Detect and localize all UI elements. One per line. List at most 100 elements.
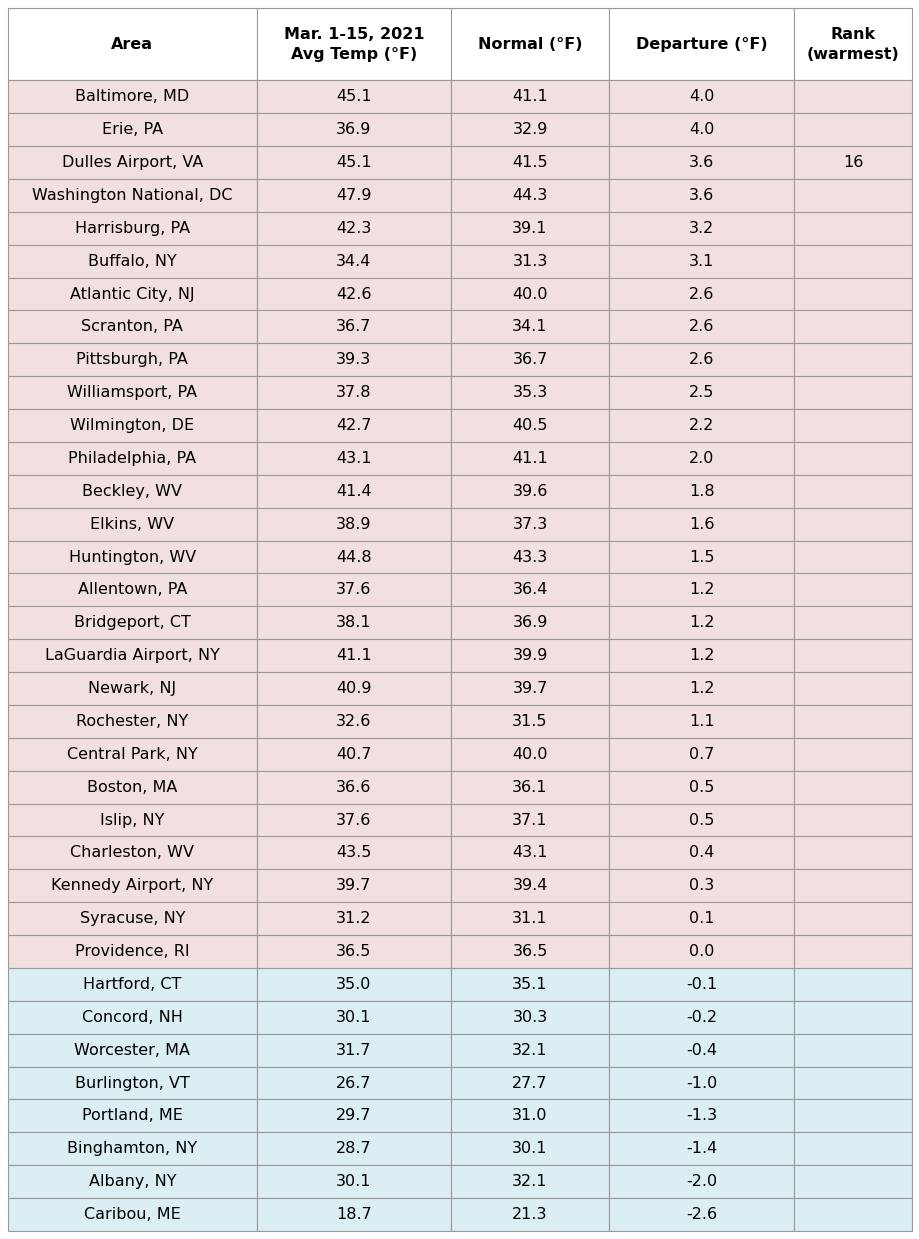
Text: 31.0: 31.0 xyxy=(512,1109,547,1124)
Text: 39.7: 39.7 xyxy=(335,878,371,893)
Text: 34.1: 34.1 xyxy=(512,320,547,335)
Text: 41.1: 41.1 xyxy=(512,89,548,104)
Bar xyxy=(8,1033,256,1067)
Bar xyxy=(8,311,256,343)
Text: 0.3: 0.3 xyxy=(688,878,714,893)
Text: 1.2: 1.2 xyxy=(688,681,714,696)
Bar xyxy=(794,81,911,113)
Bar xyxy=(450,508,608,540)
Bar xyxy=(794,968,911,1001)
Bar xyxy=(450,705,608,738)
Bar xyxy=(8,1099,256,1132)
Text: 30.3: 30.3 xyxy=(512,1010,547,1025)
Text: 32.6: 32.6 xyxy=(335,714,371,729)
Bar xyxy=(256,639,450,672)
Text: 36.7: 36.7 xyxy=(335,320,371,335)
Bar xyxy=(8,738,256,771)
Text: 40.7: 40.7 xyxy=(335,747,371,762)
Text: 29.7: 29.7 xyxy=(335,1109,371,1124)
Text: Bridgeport, CT: Bridgeport, CT xyxy=(74,616,190,631)
Bar xyxy=(450,442,608,475)
Text: Syracuse, NY: Syracuse, NY xyxy=(79,911,185,927)
Bar xyxy=(608,639,794,672)
Bar xyxy=(8,1165,256,1198)
Text: -1.0: -1.0 xyxy=(686,1075,717,1090)
Text: 36.1: 36.1 xyxy=(512,779,547,794)
Bar xyxy=(794,1165,911,1198)
Bar xyxy=(450,836,608,870)
Text: 39.6: 39.6 xyxy=(512,483,547,499)
Bar xyxy=(256,935,450,968)
Bar xyxy=(256,1198,450,1232)
Bar xyxy=(608,672,794,705)
Bar xyxy=(608,836,794,870)
Bar xyxy=(8,343,256,377)
Text: 42.3: 42.3 xyxy=(335,221,371,235)
Text: Wilmington, DE: Wilmington, DE xyxy=(70,418,194,432)
Bar xyxy=(256,738,450,771)
Bar xyxy=(8,574,256,606)
Bar xyxy=(608,377,794,409)
Text: 26.7: 26.7 xyxy=(335,1075,371,1090)
Text: Binghamton, NY: Binghamton, NY xyxy=(67,1141,198,1156)
Bar xyxy=(608,113,794,146)
Bar xyxy=(794,738,911,771)
Bar xyxy=(608,1099,794,1132)
Bar xyxy=(794,1001,911,1033)
Text: Rank
(warmest): Rank (warmest) xyxy=(806,27,899,62)
Bar xyxy=(256,475,450,508)
Bar xyxy=(794,377,911,409)
Bar xyxy=(450,639,608,672)
Text: 39.9: 39.9 xyxy=(512,648,547,663)
Bar xyxy=(794,442,911,475)
Bar xyxy=(8,935,256,968)
Text: 0.5: 0.5 xyxy=(688,779,714,794)
Text: 36.9: 36.9 xyxy=(512,616,547,631)
Text: Albany, NY: Albany, NY xyxy=(88,1175,176,1189)
Bar xyxy=(794,311,911,343)
Text: Portland, ME: Portland, ME xyxy=(82,1109,183,1124)
Text: 41.1: 41.1 xyxy=(335,648,371,663)
Bar xyxy=(256,705,450,738)
Bar xyxy=(450,540,608,574)
Text: 2.5: 2.5 xyxy=(688,385,714,400)
Bar xyxy=(608,7,794,81)
Bar xyxy=(794,1198,911,1232)
Bar xyxy=(794,343,911,377)
Bar xyxy=(8,146,256,178)
Text: 1.2: 1.2 xyxy=(688,648,714,663)
Text: 38.9: 38.9 xyxy=(335,517,371,532)
Text: 37.3: 37.3 xyxy=(512,517,547,532)
Bar xyxy=(608,574,794,606)
Bar xyxy=(256,968,450,1001)
Bar xyxy=(450,1099,608,1132)
Bar xyxy=(608,409,794,442)
Text: 37.6: 37.6 xyxy=(335,582,371,597)
Text: 0.4: 0.4 xyxy=(688,845,714,860)
Bar xyxy=(256,113,450,146)
Bar xyxy=(256,1165,450,1198)
Bar xyxy=(256,804,450,836)
Bar xyxy=(450,343,608,377)
Bar xyxy=(450,1001,608,1033)
Bar xyxy=(608,1001,794,1033)
Bar xyxy=(256,343,450,377)
Text: 43.1: 43.1 xyxy=(512,845,547,860)
Bar xyxy=(608,804,794,836)
Bar xyxy=(794,705,911,738)
Bar xyxy=(8,178,256,212)
Text: Concord, NH: Concord, NH xyxy=(82,1010,183,1025)
Bar xyxy=(8,902,256,935)
Bar xyxy=(8,7,256,81)
Bar xyxy=(8,81,256,113)
Text: 45.1: 45.1 xyxy=(335,155,371,170)
Text: Harrisburg, PA: Harrisburg, PA xyxy=(74,221,189,235)
Text: 3.6: 3.6 xyxy=(688,188,714,203)
Bar xyxy=(608,343,794,377)
Bar xyxy=(608,935,794,968)
Bar xyxy=(450,1132,608,1165)
Text: -1.4: -1.4 xyxy=(686,1141,717,1156)
Text: 40.9: 40.9 xyxy=(335,681,371,696)
Bar xyxy=(256,311,450,343)
Text: 42.6: 42.6 xyxy=(335,286,371,301)
